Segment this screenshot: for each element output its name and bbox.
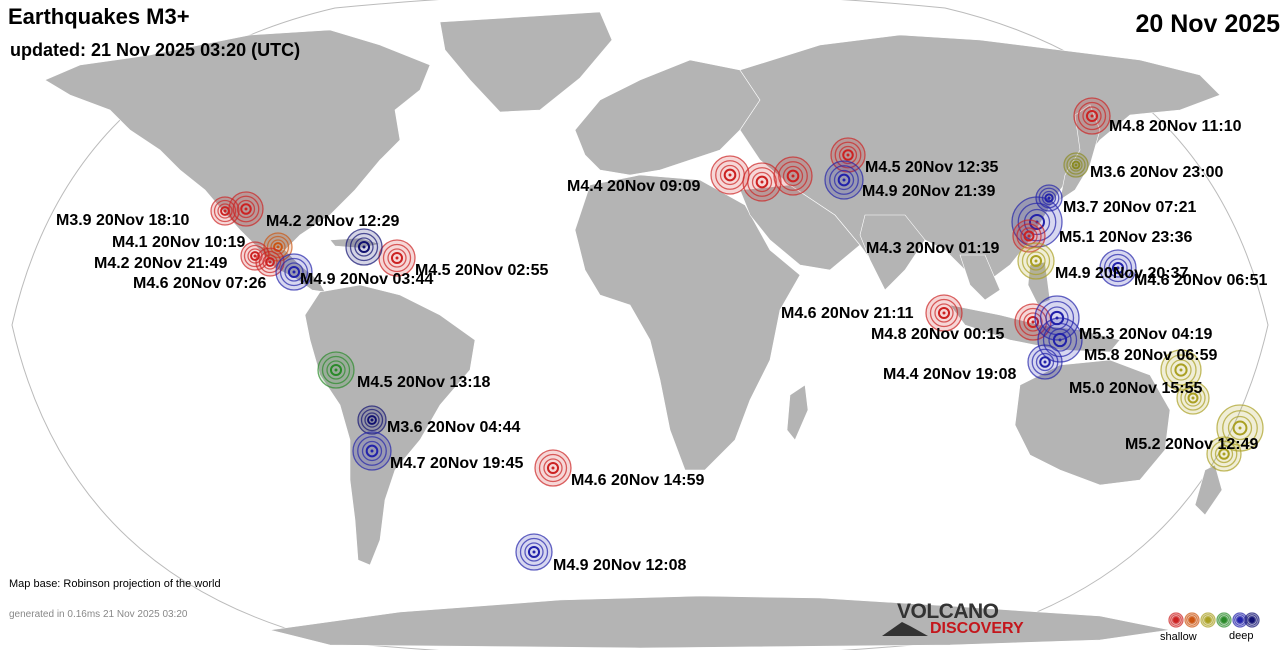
indochina	[959, 254, 1001, 301]
quake-marker[interactable]	[710, 155, 750, 195]
new-zealand	[1194, 464, 1223, 516]
quake-marker[interactable]	[275, 253, 313, 291]
quake-marker[interactable]	[773, 156, 813, 196]
quake-marker[interactable]	[263, 232, 293, 262]
quake-label[interactable]: M4.5 20Nov 12:35	[865, 159, 999, 176]
legend-depth-marker[interactable]	[1244, 612, 1260, 628]
legend-depth-marker[interactable]	[1184, 612, 1200, 628]
legend-shallow-label: shallow	[1160, 631, 1197, 643]
quake-label[interactable]: M3.6 20Nov 23:00	[1090, 164, 1224, 181]
quake-marker[interactable]	[378, 239, 416, 277]
quake-label[interactable]: M5.8 20Nov 06:59	[1084, 347, 1218, 364]
quake-marker[interactable]	[1099, 249, 1137, 287]
legend-deep-label: deep	[1229, 630, 1254, 642]
quake-label[interactable]: M4.4 20Nov 19:08	[883, 366, 1017, 383]
quake-label[interactable]: M4.8 20Nov 00:15	[871, 326, 1005, 343]
greenland	[439, 11, 613, 113]
philippines	[1027, 261, 1051, 306]
page-title: Earthquakes M3+	[8, 4, 190, 29]
quake-label[interactable]: M4.6 20Nov 07:26	[133, 275, 267, 292]
australia	[1014, 359, 1171, 486]
landmasses	[44, 11, 1223, 649]
quake-marker[interactable]	[228, 191, 264, 227]
volcano-icon	[882, 622, 928, 636]
quake-label[interactable]: M4.9 20Nov 12:08	[553, 557, 687, 574]
quake-marker[interactable]	[1012, 219, 1046, 253]
logo-text-volcano: VOLCANO	[897, 600, 999, 623]
quake-label[interactable]: M3.9 20Nov 18:10	[56, 212, 190, 229]
quake-label[interactable]: M5.1 20Nov 23:36	[1059, 229, 1193, 246]
quake-marker[interactable]	[1017, 242, 1055, 280]
quake-label[interactable]: M4.2 20Nov 12:29	[266, 213, 400, 230]
legend-markers	[1168, 612, 1260, 628]
quake-label[interactable]: M4.1 20Nov 10:19	[112, 234, 246, 251]
europe	[574, 59, 761, 176]
india	[859, 214, 926, 291]
quake-marker[interactable]	[345, 228, 383, 266]
updated-time: updated: 21 Nov 2025 03:20 (UTC)	[10, 40, 301, 60]
quake-marker[interactable]	[1216, 404, 1264, 452]
quake-marker[interactable]	[1037, 317, 1083, 363]
quake-label[interactable]: M4.5 20Nov 02:55	[415, 262, 549, 279]
caribbean	[329, 237, 381, 249]
quake-label[interactable]: M4.4 20Nov 09:09	[567, 178, 701, 195]
quake-label[interactable]: M4.9 20Nov 21:39	[862, 183, 996, 200]
quake-marker[interactable]	[352, 431, 392, 471]
quake-label[interactable]: M5.2 20Nov 12:49	[1125, 436, 1259, 453]
legend-depth-marker[interactable]	[1200, 612, 1216, 628]
quake-marker[interactable]	[357, 405, 387, 435]
quake-marker[interactable]	[534, 449, 572, 487]
quake-label[interactable]: M3.7 20Nov 07:21	[1063, 199, 1197, 216]
quake-label[interactable]: M4.6 20Nov 06:51	[1134, 272, 1268, 289]
quake-marker[interactable]	[1073, 97, 1111, 135]
legend-depth-marker[interactable]	[1168, 612, 1184, 628]
map-base-credit: Map base: Robinson projection of the wor…	[9, 578, 221, 590]
quake-label[interactable]: M4.6 20Nov 21:11	[781, 305, 914, 322]
quake-marker[interactable]	[1206, 436, 1242, 472]
quake-marker[interactable]	[1160, 349, 1202, 391]
quake-marker[interactable]	[1027, 344, 1063, 380]
quake-label[interactable]: M4.7 20Nov 19:45	[390, 455, 524, 472]
generated-note: generated in 0.16ms 21 Nov 2025 03:20	[9, 609, 188, 620]
quake-marker[interactable]	[515, 533, 553, 571]
quake-label[interactable]: M5.0 20Nov 15:55	[1069, 380, 1203, 397]
antarctica	[269, 595, 1171, 649]
quake-marker[interactable]	[824, 160, 864, 200]
quake-markers	[210, 97, 1264, 571]
quake-label[interactable]: M3.6 20Nov 04:44	[387, 419, 521, 436]
quake-label[interactable]: M4.2 20Nov 21:49	[94, 255, 228, 272]
legend-depth-marker[interactable]	[1216, 612, 1232, 628]
quake-label[interactable]: M5.3 20Nov 04:19	[1079, 326, 1213, 343]
quake-marker[interactable]	[317, 351, 355, 389]
quake-label[interactable]: M4.9 20Nov 03:44	[300, 271, 434, 288]
quake-marker[interactable]	[1063, 152, 1089, 178]
quake-label[interactable]: M4.5 20Nov 13:18	[357, 374, 491, 391]
quake-label[interactable]: M4.3 20Nov 01:19	[866, 240, 1000, 257]
madagascar	[786, 384, 809, 441]
logo-text-discovery: DISCOVERY	[930, 620, 1024, 637]
quake-marker[interactable]	[925, 294, 963, 332]
quake-label[interactable]: M4.9 20Nov 20:37	[1055, 265, 1189, 282]
quake-label[interactable]: M4.6 20Nov 14:59	[571, 472, 705, 489]
quake-marker[interactable]	[1014, 303, 1052, 341]
quake-marker[interactable]	[742, 162, 782, 202]
quake-label[interactable]: M4.8 20Nov 11:10	[1109, 118, 1242, 135]
map-date: 20 Nov 2025	[1135, 10, 1280, 38]
